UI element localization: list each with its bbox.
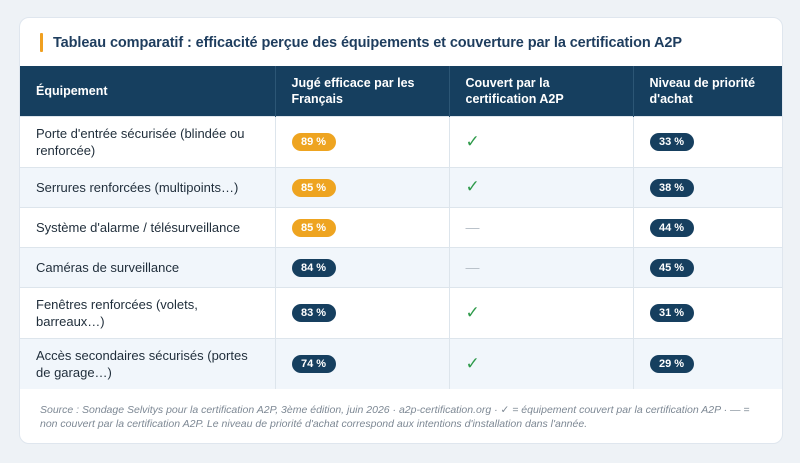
priority-cell: 29 % [632,337,782,389]
equipment-cell: Accès secondaires sécurisés (portes de g… [20,337,275,389]
check-icon: ✓ [465,177,480,196]
coverage-cell: ✓ [448,166,633,207]
efficacy-badge: 84 % [291,258,336,277]
efficacy-badge: 85 % [291,218,336,237]
priority-cell: 31 % [632,286,782,338]
title-row: Tableau comparatif : efficacité perçue d… [20,32,782,54]
priority-cell: 45 % [632,246,782,287]
priority-badge: 44 % [649,218,694,237]
table-row: Serrures renforcées (multipoints…) 85 % ✓ 3… [20,166,782,207]
efficacy-cell: 84 % [274,246,449,287]
efficacy-badge: 89 % [291,133,336,151]
efficacy-cell: 85 % [274,166,449,207]
priority-cell: 38 % [632,166,782,207]
priority-cell: 44 % [632,206,782,247]
efficacy-cell: 89 % [274,115,449,167]
table-header-row: Équipement Jugé efficace par les Françai… [20,66,782,116]
equipment-cell: Système d'alarme / télésurveillance [20,206,275,247]
table-row: Système d'alarme / télésurveillance 85 % —… [20,206,782,247]
efficacy-cell: 74 % [274,337,449,389]
priority-badge: 33 % [649,133,694,151]
efficacy-badge: 85 % [291,178,336,197]
dash-icon: — [465,258,480,275]
coverage-cell: — [448,246,633,287]
equipment-cell: Serrures renforcées (multipoints…) [20,166,275,207]
efficacy-cell: 83 % [274,286,449,338]
table-body: Porte d'entrée sécurisée (blindée ou ren… [20,115,782,389]
title-accent-bar [40,33,43,52]
column-header-efficacy: Jugé efficace par les Français [274,66,449,116]
efficacy-badge: 83 % [291,304,336,322]
equipment-cell: Porte d'entrée sécurisée (blindée ou ren… [20,115,275,167]
equipment-cell: Fenêtres renforcées (volets, barreaux…) [20,286,275,338]
column-header-equipment: Équipement [20,66,275,116]
table-row: Accès secondaires sécurisés (portes de g… [20,337,782,389]
column-header-coverage: Couvert par la certification A2P [448,66,633,116]
dash-icon: — [465,218,480,235]
priority-cell: 33 % [632,115,782,167]
table-row: Porte d'entrée sécurisée (blindée ou ren… [20,115,782,167]
priority-badge: 29 % [649,355,694,374]
table-title: Tableau comparatif : efficacité perçue d… [53,35,682,51]
coverage-cell: ✓ [448,115,633,167]
coverage-cell: ✓ [448,286,633,338]
priority-badge: 38 % [649,178,694,197]
comparison-table: Équipement Jugé efficace par les Françai… [20,66,782,389]
coverage-cell: — [448,206,633,247]
check-icon: ✓ [465,353,480,373]
comparison-card: Tableau comparatif : efficacité perçue d… [19,17,783,444]
efficacy-badge: 74 % [291,355,336,374]
coverage-cell: ✓ [448,337,633,389]
check-icon: ✓ [465,302,480,322]
check-icon: ✓ [465,131,480,151]
efficacy-cell: 85 % [274,206,449,247]
table-row: Caméras de surveillance 84 % — 45 % [20,246,782,287]
equipment-cell: Caméras de surveillance [20,246,275,287]
table-row: Fenêtres renforcées (volets, barreaux…) 8… [20,286,782,338]
source-footnote: Source : Sondage Selvitys pour la certif… [40,404,750,430]
priority-badge: 45 % [649,258,694,277]
priority-badge: 31 % [649,304,694,322]
column-header-priority: Niveau de priorité d'achat [632,66,782,116]
